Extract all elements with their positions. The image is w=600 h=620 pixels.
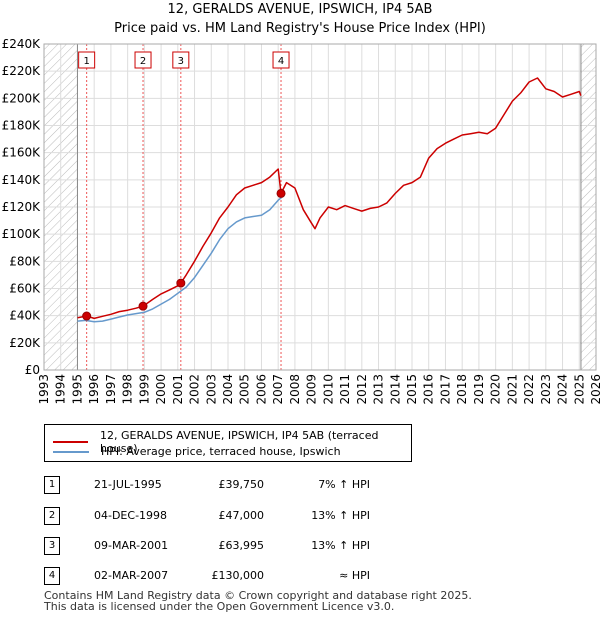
table-row: 2 04-DEC-1998 £47,000 13% ↑ HPI: [44, 507, 600, 529]
x-tick-label: 2011: [338, 374, 352, 405]
chart-legend: 12, GERALDS AVENUE, IPSWICH, IP4 5AB (te…: [44, 424, 412, 462]
footer: Contains HM Land Registry data © Crown c…: [44, 590, 472, 612]
x-tick-label: 2017: [438, 374, 452, 405]
sale-point: [176, 278, 186, 288]
legend-swatch-property: [53, 441, 89, 443]
sale-point: [276, 188, 286, 198]
transaction-number: 3: [44, 537, 60, 555]
transaction-price: £63,995: [218, 539, 265, 552]
x-tick-label: 2014: [388, 374, 402, 405]
x-tick-label: 2006: [254, 374, 268, 405]
transaction-price: £39,750: [218, 478, 265, 491]
x-tick-label: 2000: [154, 374, 168, 405]
x-tick-label: 2022: [522, 374, 536, 405]
series-line-hpi: [77, 196, 282, 323]
y-tick-label: £140K: [2, 173, 42, 187]
y-tick-label: £200K: [2, 91, 42, 105]
table-row: 1 21-JUL-1995 £39,750 7% ↑ HPI: [44, 476, 600, 498]
transaction-number: 1: [44, 476, 60, 494]
x-tick-label: 2002: [188, 374, 202, 405]
x-tick-label: 2025: [572, 374, 586, 405]
footer-copyright: Contains HM Land Registry data © Crown c…: [44, 589, 472, 602]
x-tick-label: 1993: [37, 374, 51, 405]
transaction-price: £130,000: [211, 569, 265, 582]
y-tick-label: £60K: [9, 282, 41, 296]
x-tick-label: 1997: [104, 374, 118, 405]
x-tick-label: 2005: [238, 374, 252, 405]
x-tick-label: 2001: [171, 374, 185, 405]
transaction-date: 21-JUL-1995: [94, 478, 162, 491]
series-line-property: [77, 77, 582, 320]
x-tick-label: 2023: [539, 374, 553, 405]
legend-item-property: 12, GERALDS AVENUE, IPSWICH, IP4 5AB (te…: [53, 429, 411, 455]
transaction-date: 04-DEC-1998: [94, 509, 168, 522]
sale-label-box: [272, 51, 290, 69]
y-tick-label: £160K: [2, 146, 42, 160]
chart-subtitle: Price paid vs. HM Land Registry's House …: [114, 21, 486, 36]
transaction-number: 4: [44, 567, 60, 585]
x-tick-label: 2016: [422, 374, 436, 405]
x-tick-label: 2019: [472, 374, 486, 405]
sale-point: [82, 311, 92, 321]
y-tick-label: £180K: [2, 119, 42, 133]
y-tick-label: £100K: [2, 227, 42, 241]
legend-item-hpi: HPI: Average price, terraced house, Ipsw…: [53, 445, 341, 458]
transaction-number: 2: [44, 507, 60, 525]
y-tick-label: £220K: [2, 64, 42, 78]
chart-title: 12, GERALDS AVENUE, IPSWICH, IP4 5AB: [167, 2, 433, 17]
x-tick-label: 2013: [372, 374, 386, 405]
y-tick-label: £240K: [2, 37, 42, 51]
sale-label: 1: [83, 56, 89, 67]
x-tick-label: 1996: [87, 374, 101, 405]
x-tick-label: 2007: [271, 374, 285, 405]
y-tick-label: £120K: [2, 200, 42, 214]
table-row: 4 02-MAR-2007 £130,000 ≈ HPI: [44, 567, 600, 589]
x-tick-label: 2012: [355, 374, 369, 405]
x-tick-label: 2010: [321, 374, 335, 405]
y-tick-label: £80K: [9, 254, 41, 268]
transaction-hpi: ≈ HPI: [339, 569, 370, 582]
y-tick-label: £40K: [9, 309, 41, 323]
x-tick-label: 2003: [204, 374, 218, 405]
x-tick-label: 2021: [505, 374, 519, 405]
y-tick-label: £20K: [9, 336, 41, 350]
legend-label-hpi: HPI: Average price, terraced house, Ipsw…: [101, 445, 341, 458]
legend-label-property: 12, GERALDS AVENUE, IPSWICH, IP4 5AB (te…: [100, 429, 379, 455]
x-tick-label: 2026: [589, 374, 600, 405]
transaction-price: £47,000: [218, 509, 265, 522]
transaction-hpi: 13% ↑ HPI: [311, 509, 370, 522]
sale-label-box: [172, 51, 190, 69]
sale-label-box: [134, 51, 152, 69]
x-tick-label: 2018: [455, 374, 469, 405]
x-tick-label: 2015: [405, 374, 419, 405]
y-tick-label: £0: [25, 363, 40, 377]
sale-point: [138, 301, 148, 311]
sale-label-box: [78, 51, 96, 69]
x-tick-label: 1998: [121, 374, 135, 405]
price-chart: £0 £20K £40K £60K £80K £100K £120K £140K £160K £1…: [2, 37, 600, 405]
x-tick-label: 1999: [137, 374, 151, 405]
transaction-date: 09-MAR-2001: [94, 539, 169, 552]
legend-swatch-hpi: [53, 450, 89, 453]
footer-licence: This data is licensed under the Open Gov…: [44, 600, 395, 613]
x-tick-label: 2020: [489, 374, 503, 405]
table-row: 3 09-MAR-2001 £63,995 13% ↑ HPI: [44, 537, 600, 559]
x-tick-label: 2009: [305, 374, 319, 405]
transaction-hpi: 7% ↑ HPI: [318, 478, 370, 491]
x-tick-label: 1995: [70, 374, 84, 405]
sale-label: 4: [278, 56, 284, 67]
sale-label: 3: [178, 56, 184, 67]
plot-border: [43, 43, 597, 371]
x-tick-label: 1994: [54, 374, 68, 405]
x-tick-label: 2024: [556, 374, 570, 405]
transaction-hpi: 13% ↑ HPI: [311, 539, 370, 552]
sale-label: 2: [140, 56, 146, 67]
transaction-date: 02-MAR-2007: [94, 569, 169, 582]
x-tick-label: 2004: [221, 374, 235, 405]
x-tick-label: 2008: [288, 374, 302, 405]
